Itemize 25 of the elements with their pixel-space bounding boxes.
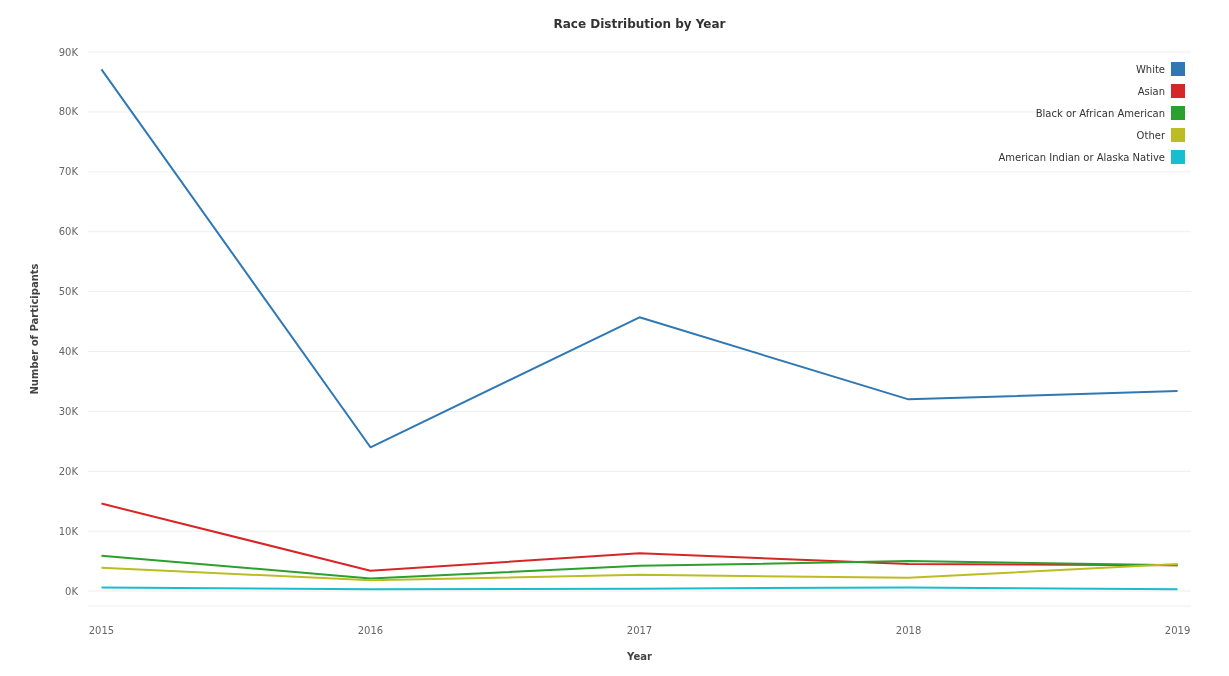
line-series (100, 563, 1179, 582)
y-tick-label: 20K (58, 465, 79, 477)
legend-label: Asian (1137, 86, 1165, 97)
y-tick-label: 30K (58, 405, 79, 417)
y-tick-label: 90K (58, 46, 79, 58)
chart-title: Race Distribution by Year (553, 17, 726, 31)
x-tick-label: 2015 (88, 625, 115, 636)
y-tick-label: 10K (58, 525, 79, 537)
y-tick-label: 60K (58, 226, 79, 238)
y-tick-label: 50K (58, 286, 79, 298)
y-axis-title: Number of Participants (29, 263, 40, 395)
line-series (100, 554, 1179, 580)
y-tick-label: 0K (65, 585, 79, 597)
legend-label: Black or African American (1035, 108, 1165, 119)
x-tick-label: 2017 (626, 625, 653, 636)
x-tick-label: 2018 (895, 625, 922, 636)
legend-label: Other (1136, 130, 1166, 141)
x-tick-label: 2019 (1164, 625, 1191, 636)
x-tick-label: 2016 (357, 625, 384, 636)
y-tick-label: 70K (58, 166, 79, 178)
y-tick-label: 80K (58, 106, 79, 118)
y-tick-label: 40K (58, 345, 79, 357)
legend-label: White (1135, 64, 1165, 75)
x-axis-title: Year (626, 651, 652, 662)
legend-label: American Indian or Alaska Native (998, 152, 1165, 163)
